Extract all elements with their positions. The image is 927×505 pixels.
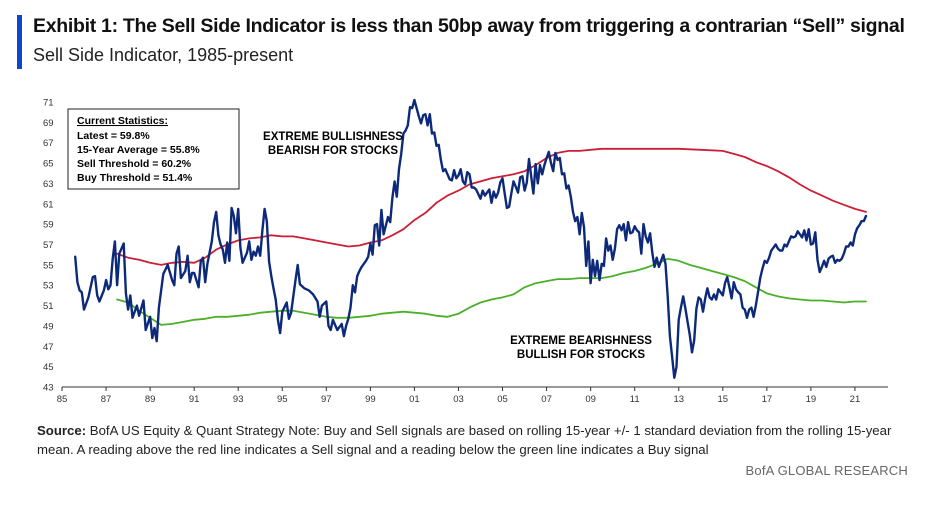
- x-tick-label: 17: [762, 394, 773, 405]
- y-tick-label: 57: [43, 240, 54, 251]
- y-tick-label: 45: [43, 362, 54, 373]
- x-tick-label: 15: [718, 394, 729, 405]
- y-tick-label: 69: [43, 118, 54, 129]
- y-tick-label: 55: [43, 260, 54, 271]
- stats-average: 15-Year Average = 55.8%: [77, 144, 200, 156]
- y-tick-label: 61: [43, 199, 54, 210]
- page-title: Exhibit 1: The Sell Side Indicator is le…: [33, 15, 905, 37]
- brand-label: BofA GLOBAL RESEARCH: [745, 463, 908, 478]
- x-tick-label: 87: [101, 394, 112, 405]
- x-tick-label: 11: [630, 394, 640, 405]
- stats-latest: Latest = 59.8%: [77, 130, 150, 142]
- annotation-bullish-1: EXTREME BULLISHNESS: [263, 131, 403, 143]
- source-text: BofA US Equity & Quant Strategy Note: Bu…: [37, 423, 892, 457]
- source-note: Source: BofA US Equity & Quant Strategy …: [37, 421, 912, 459]
- x-tick-label: 91: [189, 394, 200, 405]
- buy-threshold-line: [116, 257, 867, 326]
- x-tick-label: 19: [806, 394, 817, 405]
- y-tick-label: 43: [43, 383, 54, 394]
- x-tick-label: 05: [497, 394, 508, 405]
- y-tick-label: 49: [43, 321, 54, 332]
- x-tick-label: 89: [145, 394, 156, 405]
- y-tick-label: 65: [43, 159, 54, 170]
- sell-threshold-line: [116, 147, 867, 266]
- x-tick-label: 01: [409, 394, 420, 405]
- y-tick-label: 53: [43, 281, 54, 292]
- x-tick-label: 85: [57, 394, 68, 405]
- annotation-bullish-2: BEARISH FOR STOCKS: [268, 145, 398, 157]
- y-tick-label: 67: [43, 138, 54, 149]
- stats-sell-threshold: Sell Threshold = 60.2%: [77, 158, 192, 170]
- source-label: Source:: [37, 423, 87, 438]
- x-tick-label: 13: [673, 394, 684, 405]
- x-tick-label: 99: [365, 394, 376, 405]
- x-tick-label: 21: [850, 394, 861, 405]
- chart-svg: 43 45 47 49 51 53 55 57 59 61 63 65 67 69 71 85 87 89 91 93…: [43, 98, 888, 405]
- annotation-bearish-1: EXTREME BEARISHNESS: [510, 335, 652, 347]
- chart-subtitle: Sell Side Indicator, 1985-present: [33, 45, 294, 65]
- x-tick-label: 09: [585, 394, 596, 405]
- x-tick-label: 07: [541, 394, 552, 405]
- title-accent-bar: [17, 15, 22, 69]
- stats-heading: Current Statistics:: [77, 115, 168, 127]
- x-tick-label: 93: [233, 394, 244, 405]
- x-tick-label: 95: [277, 394, 288, 405]
- y-tick-label: 59: [43, 220, 54, 231]
- y-tick-label: 51: [43, 301, 54, 312]
- x-tick-label: 03: [453, 394, 464, 405]
- indicator-series-line: [73, 98, 868, 379]
- chart-lines: [73, 98, 868, 379]
- y-tick-label: 47: [43, 342, 54, 353]
- y-tick-label: 71: [43, 98, 54, 109]
- x-tick-label: 97: [321, 394, 332, 405]
- stats-box-frame: [67, 108, 240, 190]
- y-tick-label: 63: [43, 179, 54, 190]
- annotation-bearish-2: BULLISH FOR STOCKS: [517, 349, 646, 361]
- stats-buy-threshold: Buy Threshold = 51.4%: [77, 172, 193, 184]
- stats-box: Current Statistics: Latest = 59.8% 15-Ye…: [67, 108, 240, 190]
- chart-axes: 43 45 47 49 51 53 55 57 59 61 63 65 67 69 71 85 87 89 91 93…: [43, 98, 888, 405]
